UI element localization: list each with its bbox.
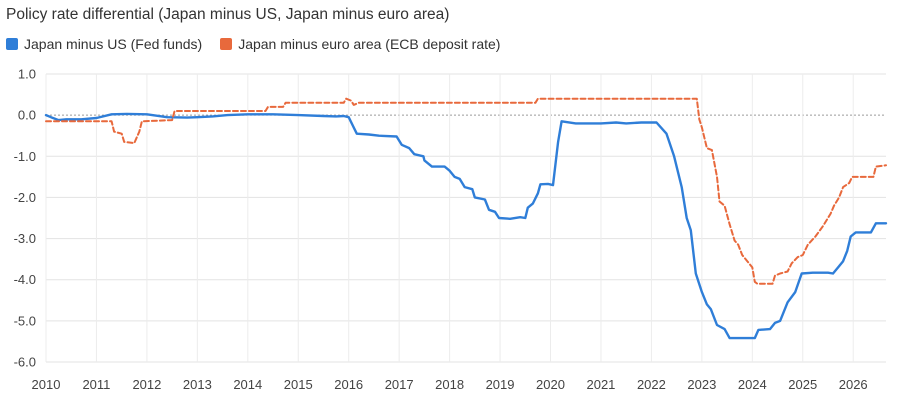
x-tick-label-7: 2017	[385, 377, 414, 392]
y-tick-label-5: -4.0	[14, 272, 36, 287]
y-tick-label-1: 0.0	[18, 108, 36, 123]
x-tick-label-10: 2020	[536, 377, 565, 392]
x-tick-label-12: 2022	[637, 377, 666, 392]
x-tick-label-8: 2018	[435, 377, 464, 392]
y-tick-label-4: -3.0	[14, 231, 36, 246]
x-tick-label-3: 2013	[183, 377, 212, 392]
x-tick-label-2: 2012	[132, 377, 161, 392]
y-tick-label-3: -2.0	[14, 190, 36, 205]
x-tick-label-4: 2014	[233, 377, 262, 392]
x-tick-label-1: 2011	[82, 377, 110, 392]
y-tick-label-6: -5.0	[14, 313, 36, 328]
legend-swatch-us	[6, 38, 18, 50]
legend-label-euro: Japan minus euro area (ECB deposit rate)	[238, 36, 501, 52]
chart-title: Policy rate differential (Japan minus US…	[6, 6, 450, 23]
x-tick-label-5: 2015	[284, 377, 313, 392]
legend-item-us[interactable]: Japan minus US (Fed funds)	[6, 36, 202, 52]
y-tick-label-0: 1.0	[18, 67, 36, 82]
x-tick-label-13: 2023	[687, 377, 716, 392]
x-tick-label-11: 2021	[586, 377, 615, 392]
legend-swatch-euro	[220, 38, 233, 50]
legend-label-us: Japan minus US (Fed funds)	[24, 36, 203, 52]
x-tick-label-15: 2025	[788, 377, 817, 392]
x-tick-label-0: 2010	[32, 377, 61, 392]
series-line-japan-minus-us	[44, 112, 888, 340]
x-tick-label-6: 2016	[334, 377, 363, 392]
legend-item-euro[interactable]: Japan minus euro area (ECB deposit rate)	[220, 36, 500, 52]
x-tick-label-16: 2026	[839, 377, 868, 392]
x-tick-label-9: 2019	[486, 377, 515, 392]
chart-legend: Japan minus US (Fed funds) Japan minus e…	[6, 36, 518, 52]
y-tick-label-2: -1.0	[14, 149, 36, 164]
series-line-japan-minus-euro-area	[45, 97, 887, 285]
x-tick-label-14: 2024	[738, 377, 767, 392]
y-tick-label-7: -6.0	[14, 355, 36, 370]
